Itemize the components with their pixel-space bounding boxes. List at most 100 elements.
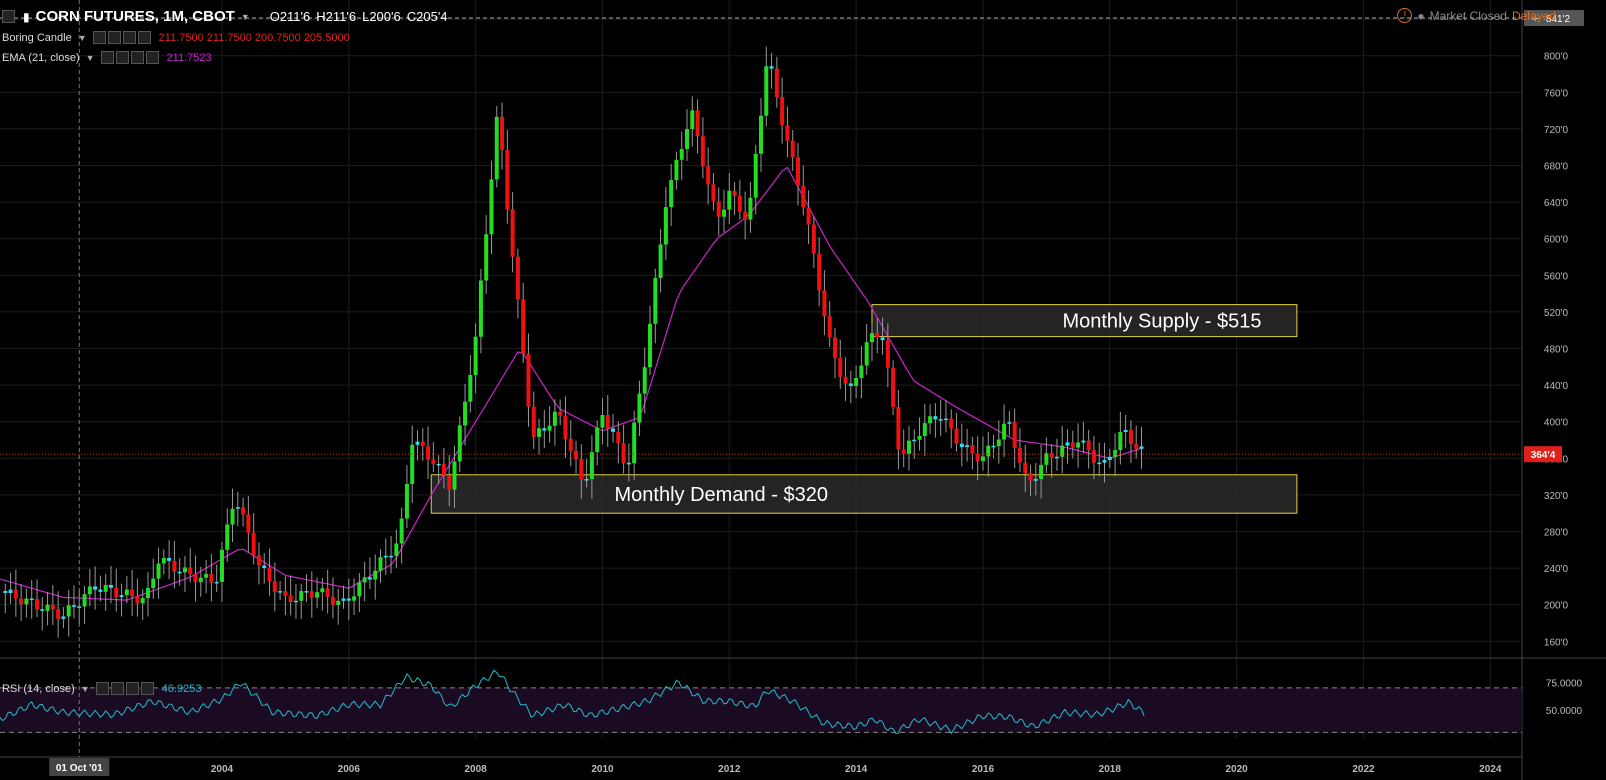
candle[interactable] (579, 458, 584, 480)
eye-icon[interactable] (92, 31, 106, 44)
candle[interactable] (1054, 456, 1059, 459)
candle[interactable] (426, 446, 431, 460)
candle[interactable] (209, 574, 214, 583)
candle[interactable] (1113, 450, 1118, 457)
demand-zone[interactable] (430, 474, 1298, 514)
candle[interactable] (1028, 473, 1033, 481)
candle[interactable] (875, 333, 880, 338)
candle[interactable] (214, 581, 219, 584)
candle[interactable] (1123, 430, 1128, 433)
candle[interactable] (1139, 446, 1144, 449)
candle[interactable] (928, 416, 933, 424)
candle[interactable] (1012, 422, 1017, 448)
candle[interactable] (780, 96, 785, 126)
candle[interactable] (156, 563, 161, 579)
collapse-icon[interactable] (2, 10, 15, 23)
candle[interactable] (34, 598, 39, 610)
candle[interactable] (854, 378, 859, 386)
candle[interactable] (600, 415, 605, 428)
candle[interactable] (1134, 443, 1139, 449)
close-icon[interactable] (140, 682, 154, 695)
candle[interactable] (690, 110, 695, 130)
candle[interactable] (595, 427, 600, 453)
candle[interactable] (494, 116, 499, 180)
candle[interactable] (457, 425, 462, 462)
warning-icon[interactable]: ! (1397, 8, 1413, 23)
candle[interactable] (13, 589, 18, 599)
indicator-controls[interactable] (92, 31, 153, 44)
candle[interactable] (891, 367, 896, 407)
candle[interactable] (563, 415, 568, 439)
candle[interactable] (463, 401, 468, 426)
candle[interactable] (658, 244, 663, 279)
candle[interactable] (373, 570, 378, 580)
candle[interactable] (938, 419, 943, 421)
candle[interactable] (1081, 440, 1086, 443)
candle[interactable] (711, 184, 716, 202)
candle[interactable] (1128, 430, 1133, 444)
candle[interactable] (230, 508, 235, 525)
candle[interactable] (1065, 442, 1070, 446)
candle[interactable] (378, 557, 383, 571)
candle[interactable] (198, 577, 203, 583)
candle[interactable] (732, 190, 737, 196)
candle[interactable] (685, 129, 690, 149)
candle[interactable] (1039, 464, 1044, 480)
candle[interactable] (621, 443, 626, 463)
candle[interactable] (103, 584, 108, 592)
candle[interactable] (383, 555, 388, 558)
candle[interactable] (943, 418, 948, 421)
candle[interactable] (56, 609, 61, 619)
close-icon[interactable] (137, 31, 151, 44)
candle[interactable] (917, 435, 922, 440)
candle[interactable] (114, 587, 119, 598)
candle[interactable] (93, 586, 98, 590)
candle[interactable] (912, 439, 917, 442)
candle[interactable] (468, 374, 473, 402)
chevron-down-icon[interactable]: ▼ (77, 32, 87, 43)
candle[interactable] (71, 605, 76, 607)
candle[interactable] (722, 209, 727, 217)
candle[interactable] (737, 195, 742, 212)
candle[interactable] (959, 443, 964, 448)
candle[interactable] (130, 589, 135, 597)
candle[interactable] (447, 475, 452, 490)
candle[interactable] (399, 518, 404, 544)
candle[interactable] (45, 604, 50, 611)
candle[interactable] (521, 299, 526, 354)
candle[interactable] (1076, 442, 1081, 448)
candle[interactable] (817, 253, 822, 291)
candle[interactable] (515, 256, 520, 300)
candle[interactable] (965, 445, 970, 448)
candle[interactable] (949, 418, 954, 429)
chevron-down-icon[interactable]: ▼ (240, 11, 250, 22)
candle[interactable] (1002, 423, 1007, 440)
candle[interactable] (1049, 453, 1054, 458)
candle[interactable] (980, 456, 985, 462)
candle[interactable] (135, 596, 140, 604)
candle[interactable] (922, 423, 927, 436)
candle[interactable] (584, 479, 589, 481)
indicator-controls[interactable] (100, 51, 161, 64)
candle[interactable] (991, 445, 996, 448)
plus-icon[interactable] (122, 31, 136, 44)
candle[interactable] (679, 148, 684, 160)
gear-icon[interactable] (107, 31, 121, 44)
candle[interactable] (1023, 462, 1028, 474)
candle[interactable] (283, 591, 288, 596)
candle[interactable] (838, 357, 843, 377)
candle[interactable] (695, 110, 700, 137)
candle[interactable] (806, 207, 811, 225)
eye-icon[interactable] (100, 51, 114, 64)
candle[interactable] (8, 589, 13, 594)
candle[interactable] (219, 549, 224, 582)
candle[interactable] (336, 600, 341, 605)
candle[interactable] (537, 428, 542, 437)
candle[interactable] (288, 595, 293, 603)
candle[interactable] (1091, 450, 1096, 463)
candle[interactable] (774, 68, 779, 97)
candle[interactable] (500, 116, 505, 150)
candle[interactable] (706, 166, 711, 185)
candle[interactable] (505, 149, 510, 210)
